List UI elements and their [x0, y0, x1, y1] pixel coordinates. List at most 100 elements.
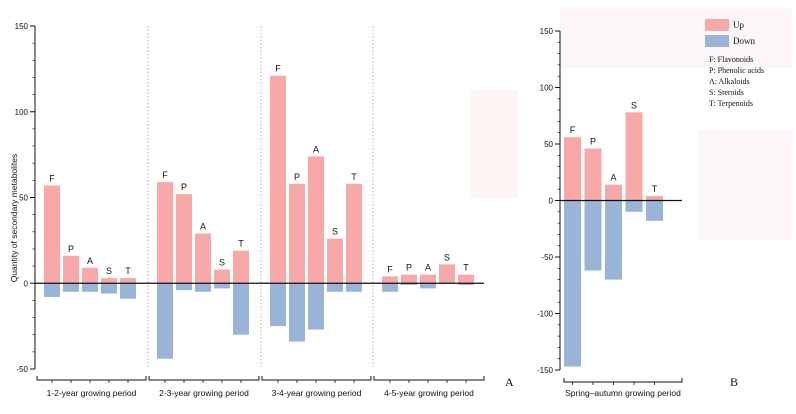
panel-letter-b: B: [730, 375, 738, 389]
panel-a-bar-label: T: [463, 263, 469, 273]
panel-a-group-label: 1-2-year growing period: [47, 388, 137, 398]
panel-b-bar-label: S: [631, 100, 637, 110]
panel-b-bar-up-f: [564, 137, 581, 201]
panel-a-bar-up-s: [327, 238, 343, 284]
panel-b-bar-down-f: [564, 200, 581, 367]
panel-a-bar-down-f: [382, 283, 398, 292]
panel-a-y-tick-label: -50: [16, 365, 28, 374]
panel-a-bar-down-p: [63, 283, 79, 292]
panel-b-y-tick-label: -100: [537, 310, 554, 319]
panel-a-bar-up-s: [214, 269, 230, 284]
panel-b-y-tick-label: 100: [540, 84, 554, 93]
panel-a-bar-label: T: [351, 172, 357, 182]
panel-b-bar-down-s: [625, 200, 643, 212]
panel-a-bar-down-a: [308, 283, 324, 330]
panel-b: -150 -100 -50 0 50 100 150 F P A S T Spring–autumn g…: [537, 27, 683, 398]
background-patch: [698, 130, 792, 240]
background-patch: [560, 8, 792, 68]
panel-a-bar-label: T: [238, 239, 244, 249]
panel-a-bar-down-a: [195, 283, 211, 292]
legend-abbr-f: F: Flavonoids: [709, 55, 753, 64]
panel-a-group-label: 2-3-year growing period: [159, 388, 249, 398]
panel-a-bar-down-t: [346, 283, 362, 292]
panel-a-bar-down-s: [327, 283, 343, 292]
panel-a-bar-down-f: [157, 283, 173, 359]
panel-a-group-bracket: [148, 376, 260, 381]
legend-swatch-up: [705, 19, 729, 31]
panel-b-y-tick-label: -150: [537, 366, 554, 375]
panel-a-group-bracket: [261, 376, 372, 381]
panel-b-bar-up-s: [625, 112, 643, 201]
panel-a-group-bracket: [36, 376, 147, 381]
panel-b-bar-down-t: [646, 200, 663, 221]
panel-a-bar-down-s: [214, 283, 230, 289]
panel-b-y-tick-label: 150: [540, 27, 554, 36]
legend-label-down: Down: [733, 36, 755, 46]
panel-a-bar-label: S: [106, 266, 112, 276]
panel-a-bar-down-p: [289, 283, 305, 342]
panel-a-bar-label: A: [425, 263, 431, 273]
panel-b-bar-label: P: [590, 137, 596, 147]
panel-a-bar-up-a: [82, 267, 98, 284]
panel-a-bar-label: F: [162, 170, 168, 180]
panel-a-bar-label: S: [332, 227, 338, 237]
panel-a-bar-up-t: [120, 278, 136, 284]
panel-a-bar-label: A: [200, 222, 206, 232]
panel-b-y-tick-label: -50: [541, 253, 553, 262]
legend-swatch-down: [705, 35, 729, 47]
panel-a-bar-label: T: [125, 266, 131, 276]
panel-a-bar-down-a: [82, 283, 98, 292]
panel-a-bar-down-s: [101, 283, 117, 294]
panel-a-bar-up-f: [44, 185, 60, 284]
panel-b-bar-down-p: [584, 200, 602, 271]
panel-a-bar-label: P: [294, 172, 300, 182]
panel-a-bar-up-f: [382, 276, 398, 284]
panel-a-bar-up-a: [195, 233, 211, 284]
panel-a-bar-label: P: [406, 263, 412, 273]
panel-b-y-tick-label: 0: [549, 197, 554, 206]
legend-label-up: Up: [733, 20, 744, 30]
panel-a-bar-up-p: [401, 274, 417, 284]
panel-a-bar-down-p: [176, 283, 192, 291]
panel-a-y-axis-label: Quantity of secondary metabolites: [9, 154, 19, 283]
background-patch: [470, 90, 518, 198]
panel-a-y-tick-label: 0: [24, 279, 29, 288]
panel-a-bar-label: F: [387, 264, 393, 274]
panel-a-bar-label: A: [313, 144, 319, 154]
panel-a-bar-down-p: [401, 283, 417, 285]
panel-a-bar-label: F: [275, 64, 281, 74]
legend-abbr-p: P: Phenolic acids: [709, 66, 764, 75]
panel-a-bar-up-a: [308, 156, 324, 284]
panel-a-bar-down-a: [420, 283, 436, 289]
panel-b-bar-up-p: [584, 148, 602, 201]
panel-b-bar-down-a: [605, 200, 622, 280]
panel-a-y-tick-label: 50: [19, 194, 28, 203]
panel-b-bar-label: T: [652, 184, 658, 194]
panel-a-bar-up-s: [101, 278, 117, 284]
panel-a-bar-down-f: [270, 283, 286, 327]
panel-a-group-label: 4-5-year growing period: [384, 388, 474, 398]
panel-a: Quantity of secondary metabolites -50 0 50…: [9, 22, 485, 398]
panel-a-bar-up-t: [458, 274, 474, 284]
panel-a-group-label: 3-4-year growing period: [272, 388, 362, 398]
panel-a-bar-label: F: [49, 173, 55, 183]
panel-b-bar-up-a: [605, 184, 622, 201]
panel-a-bar-label: P: [68, 244, 74, 254]
panel-b-group-label: Spring–autumn growing period: [565, 388, 681, 398]
panel-a-bar-down-t: [233, 283, 249, 335]
panel-a-bar-up-p: [63, 255, 79, 284]
panel-b-bar-up-t: [646, 195, 663, 201]
panel-a-bar-down-t: [120, 283, 136, 299]
panel-a-bar-up-t: [346, 183, 362, 284]
panel-a-bar-up-f: [157, 182, 173, 284]
panel-a-bar-down-t: [458, 283, 474, 285]
panel-a-bar-up-a: [420, 274, 436, 284]
panel-a-bar-label: A: [87, 256, 93, 266]
panel-a-bar-up-t: [233, 250, 249, 284]
legend-abbr-t: T: Terpenoids: [709, 99, 753, 108]
panel-a-y-tick-label: 100: [15, 108, 29, 117]
panel-b-group-bracket: [563, 378, 683, 383]
panel-a-bar-up-f: [270, 75, 286, 284]
panel-letter-a: A: [505, 375, 514, 389]
